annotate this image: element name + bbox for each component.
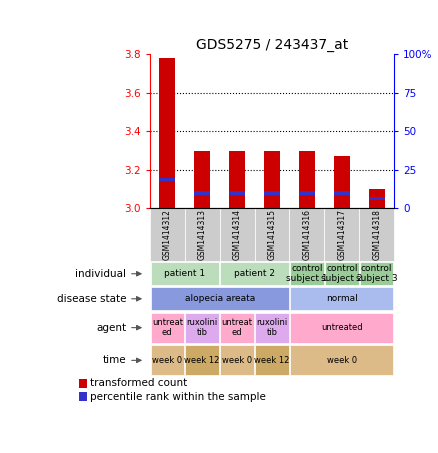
Text: week 12: week 12 xyxy=(184,356,220,365)
Text: week 12: week 12 xyxy=(254,356,290,365)
Bar xyxy=(255,313,289,342)
Bar xyxy=(290,313,393,342)
Text: untreated: untreated xyxy=(321,323,363,332)
Bar xyxy=(229,191,245,195)
Text: time: time xyxy=(102,355,126,366)
Bar xyxy=(299,191,315,195)
Text: disease state: disease state xyxy=(57,294,126,304)
Bar xyxy=(194,150,210,208)
Bar xyxy=(151,262,219,285)
Text: control
subject 2: control subject 2 xyxy=(321,264,363,284)
Bar xyxy=(325,262,359,285)
Bar xyxy=(159,58,175,208)
Text: patient 2: patient 2 xyxy=(234,269,275,278)
Text: GSM1414318: GSM1414318 xyxy=(372,209,381,260)
Text: GSM1414313: GSM1414313 xyxy=(198,209,207,260)
Text: individual: individual xyxy=(75,269,126,279)
Text: transformed count: transformed count xyxy=(90,378,187,388)
Bar xyxy=(185,345,219,376)
Bar xyxy=(151,313,184,342)
Text: week 0: week 0 xyxy=(327,356,357,365)
Text: untreat
ed: untreat ed xyxy=(222,318,253,337)
Bar xyxy=(229,150,245,208)
Bar xyxy=(369,189,385,208)
Text: GSM1414316: GSM1414316 xyxy=(302,209,311,260)
Bar xyxy=(150,208,185,261)
Text: alopecia areata: alopecia areata xyxy=(184,294,255,303)
Title: GDS5275 / 243437_at: GDS5275 / 243437_at xyxy=(196,38,348,52)
Text: control
subject 3: control subject 3 xyxy=(356,264,398,284)
Bar xyxy=(264,150,280,208)
Text: ruxolini
tib: ruxolini tib xyxy=(256,318,288,337)
Text: percentile rank within the sample: percentile rank within the sample xyxy=(90,391,266,401)
Text: control
subject 1: control subject 1 xyxy=(286,264,328,284)
Bar xyxy=(219,208,254,261)
Bar xyxy=(264,191,280,195)
Bar xyxy=(360,262,393,285)
Text: untreat
ed: untreat ed xyxy=(152,318,183,337)
Text: agent: agent xyxy=(96,323,126,333)
Bar xyxy=(334,156,350,208)
Bar xyxy=(185,313,219,342)
Bar xyxy=(299,150,315,208)
Bar xyxy=(78,392,87,401)
Bar xyxy=(151,287,289,310)
Bar xyxy=(290,208,325,261)
Text: GSM1414315: GSM1414315 xyxy=(268,209,276,260)
Bar xyxy=(151,345,184,376)
Text: week 0: week 0 xyxy=(152,356,182,365)
Text: patient 1: patient 1 xyxy=(164,269,205,278)
Bar xyxy=(255,345,289,376)
Bar xyxy=(290,262,324,285)
Bar xyxy=(290,345,393,376)
Bar xyxy=(325,208,359,261)
Bar xyxy=(290,287,393,310)
Bar xyxy=(194,191,210,195)
Bar xyxy=(78,379,87,388)
Text: GSM1414317: GSM1414317 xyxy=(337,209,346,260)
Text: ruxolini
tib: ruxolini tib xyxy=(187,318,218,337)
Bar xyxy=(334,191,350,195)
Bar xyxy=(185,208,219,261)
Text: GSM1414314: GSM1414314 xyxy=(233,209,242,260)
Bar xyxy=(359,208,394,261)
Bar xyxy=(220,262,289,285)
Text: normal: normal xyxy=(326,294,358,303)
Text: GSM1414312: GSM1414312 xyxy=(163,209,172,260)
Text: week 0: week 0 xyxy=(222,356,252,365)
Bar xyxy=(369,197,385,200)
Bar xyxy=(220,313,254,342)
Bar xyxy=(159,178,175,181)
Bar xyxy=(220,345,254,376)
Bar xyxy=(254,208,290,261)
